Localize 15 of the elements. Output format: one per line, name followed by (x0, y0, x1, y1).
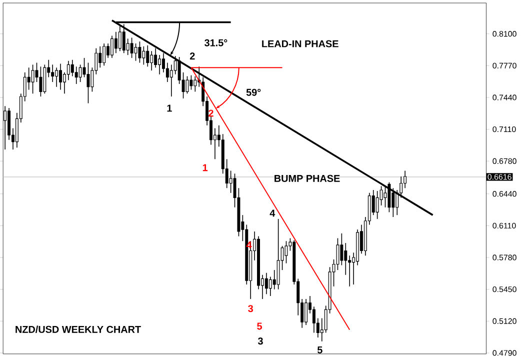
annotation: 4 (246, 242, 252, 248)
annotation: 3 (248, 305, 254, 312)
text: NZD/USD WEEKLY CHART (16, 326, 141, 334)
annotation: 1 (202, 164, 208, 172)
annotation: 1 (167, 104, 172, 112)
annotation: 59° (246, 88, 261, 96)
annotation: BUMP PHASE (274, 174, 340, 182)
annotation: 2 (190, 52, 195, 60)
annotation: 5 (317, 346, 322, 354)
annotation: 3 (258, 338, 263, 345)
annotation: 31.5° (204, 39, 228, 46)
annotation: 4 (270, 210, 276, 217)
annotation: 2 (208, 110, 214, 117)
annotation: LEAD-IN PHASE (262, 40, 338, 48)
annotation: 5 (257, 322, 262, 330)
